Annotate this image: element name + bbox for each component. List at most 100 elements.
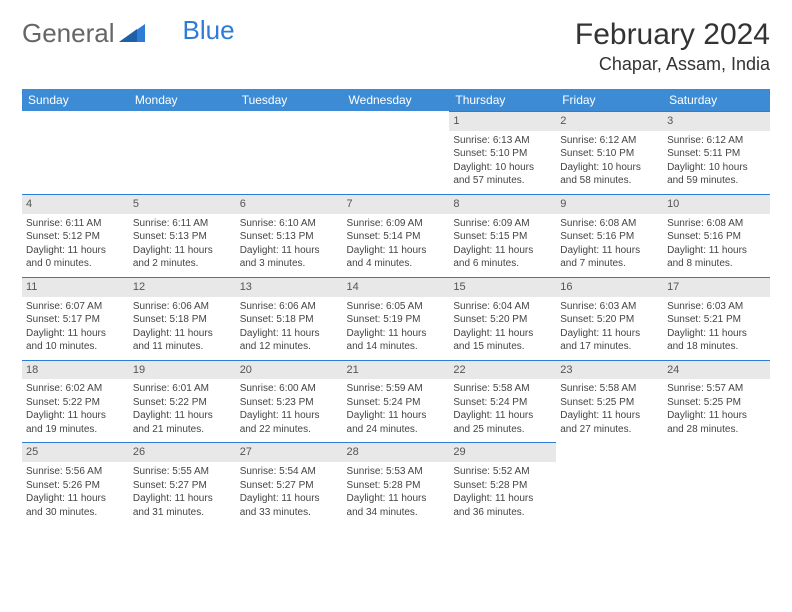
calendar-cell: 20Sunrise: 6:00 AMSunset: 5:23 PMDayligh… bbox=[236, 360, 343, 443]
daylight-text: and 22 minutes. bbox=[240, 423, 339, 437]
sunset-text: Sunset: 5:18 PM bbox=[240, 313, 339, 327]
daylight-text: and 8 minutes. bbox=[667, 257, 766, 271]
daylight-text: Daylight: 11 hours bbox=[26, 492, 125, 506]
calendar-row: 1Sunrise: 6:13 AMSunset: 5:10 PMDaylight… bbox=[22, 111, 770, 194]
daylight-text: Daylight: 11 hours bbox=[133, 492, 232, 506]
calendar-cell: 29Sunrise: 5:52 AMSunset: 5:28 PMDayligh… bbox=[449, 442, 556, 525]
day-number: 25 bbox=[22, 442, 129, 462]
calendar-cell: 6Sunrise: 6:10 AMSunset: 5:13 PMDaylight… bbox=[236, 194, 343, 277]
sunrise-text: Sunrise: 6:12 AM bbox=[667, 134, 766, 148]
month-title: February 2024 bbox=[575, 18, 770, 52]
day-header: Thursday bbox=[449, 89, 556, 111]
sunrise-text: Sunrise: 6:08 AM bbox=[667, 217, 766, 231]
sunset-text: Sunset: 5:19 PM bbox=[347, 313, 446, 327]
calendar-cell bbox=[22, 111, 129, 194]
sunset-text: Sunset: 5:13 PM bbox=[133, 230, 232, 244]
calendar-cell bbox=[343, 111, 450, 194]
calendar-cell: 25Sunrise: 5:56 AMSunset: 5:26 PMDayligh… bbox=[22, 442, 129, 525]
calendar-cell: 16Sunrise: 6:03 AMSunset: 5:20 PMDayligh… bbox=[556, 277, 663, 360]
calendar-cell bbox=[129, 111, 236, 194]
daylight-text: Daylight: 11 hours bbox=[667, 244, 766, 258]
daylight-text: Daylight: 11 hours bbox=[133, 409, 232, 423]
day-number: 1 bbox=[449, 111, 556, 131]
daylight-text: and 11 minutes. bbox=[133, 340, 232, 354]
daylight-text: Daylight: 11 hours bbox=[347, 327, 446, 341]
daylight-text: Daylight: 11 hours bbox=[560, 409, 659, 423]
sunrise-text: Sunrise: 6:07 AM bbox=[26, 300, 125, 314]
calendar-cell: 12Sunrise: 6:06 AMSunset: 5:18 PMDayligh… bbox=[129, 277, 236, 360]
sunrise-text: Sunrise: 6:09 AM bbox=[347, 217, 446, 231]
calendar-cell: 24Sunrise: 5:57 AMSunset: 5:25 PMDayligh… bbox=[663, 360, 770, 443]
daylight-text: and 12 minutes. bbox=[240, 340, 339, 354]
sunset-text: Sunset: 5:27 PM bbox=[133, 479, 232, 493]
daylight-text: Daylight: 11 hours bbox=[26, 244, 125, 258]
calendar-cell bbox=[663, 442, 770, 525]
day-number: 21 bbox=[343, 360, 450, 380]
calendar-cell: 2Sunrise: 6:12 AMSunset: 5:10 PMDaylight… bbox=[556, 111, 663, 194]
sunrise-text: Sunrise: 5:52 AM bbox=[453, 465, 552, 479]
sunset-text: Sunset: 5:22 PM bbox=[26, 396, 125, 410]
calendar-cell: 18Sunrise: 6:02 AMSunset: 5:22 PMDayligh… bbox=[22, 360, 129, 443]
daylight-text: and 36 minutes. bbox=[453, 506, 552, 520]
calendar-row: 25Sunrise: 5:56 AMSunset: 5:26 PMDayligh… bbox=[22, 442, 770, 525]
calendar-cell: 11Sunrise: 6:07 AMSunset: 5:17 PMDayligh… bbox=[22, 277, 129, 360]
daylight-text: Daylight: 10 hours bbox=[453, 161, 552, 175]
day-number: 9 bbox=[556, 194, 663, 214]
daylight-text: and 15 minutes. bbox=[453, 340, 552, 354]
daylight-text: and 28 minutes. bbox=[667, 423, 766, 437]
logo-triangle-icon bbox=[119, 18, 145, 49]
sunset-text: Sunset: 5:25 PM bbox=[667, 396, 766, 410]
day-header: Monday bbox=[129, 89, 236, 111]
day-number: 26 bbox=[129, 442, 236, 462]
logo-text-blue: Blue bbox=[183, 15, 235, 46]
sunset-text: Sunset: 5:24 PM bbox=[347, 396, 446, 410]
calendar-cell: 19Sunrise: 6:01 AMSunset: 5:22 PMDayligh… bbox=[129, 360, 236, 443]
sunrise-text: Sunrise: 6:02 AM bbox=[26, 382, 125, 396]
daylight-text: Daylight: 11 hours bbox=[560, 327, 659, 341]
daylight-text: Daylight: 11 hours bbox=[347, 492, 446, 506]
sunrise-text: Sunrise: 5:58 AM bbox=[560, 382, 659, 396]
daylight-text: and 0 minutes. bbox=[26, 257, 125, 271]
calendar-cell: 13Sunrise: 6:06 AMSunset: 5:18 PMDayligh… bbox=[236, 277, 343, 360]
daylight-text: and 19 minutes. bbox=[26, 423, 125, 437]
sunrise-text: Sunrise: 5:55 AM bbox=[133, 465, 232, 479]
sunset-text: Sunset: 5:27 PM bbox=[240, 479, 339, 493]
sunrise-text: Sunrise: 6:05 AM bbox=[347, 300, 446, 314]
sunrise-text: Sunrise: 6:04 AM bbox=[453, 300, 552, 314]
daylight-text: and 2 minutes. bbox=[133, 257, 232, 271]
sunset-text: Sunset: 5:16 PM bbox=[560, 230, 659, 244]
calendar-cell: 23Sunrise: 5:58 AMSunset: 5:25 PMDayligh… bbox=[556, 360, 663, 443]
day-number: 11 bbox=[22, 277, 129, 297]
sunrise-text: Sunrise: 6:01 AM bbox=[133, 382, 232, 396]
location: Chapar, Assam, India bbox=[575, 54, 770, 75]
daylight-text: Daylight: 10 hours bbox=[667, 161, 766, 175]
daylight-text: Daylight: 11 hours bbox=[26, 327, 125, 341]
day-number: 19 bbox=[129, 360, 236, 380]
daylight-text: Daylight: 11 hours bbox=[560, 244, 659, 258]
sunrise-text: Sunrise: 6:11 AM bbox=[133, 217, 232, 231]
sunset-text: Sunset: 5:15 PM bbox=[453, 230, 552, 244]
day-header: Sunday bbox=[22, 89, 129, 111]
calendar-cell: 27Sunrise: 5:54 AMSunset: 5:27 PMDayligh… bbox=[236, 442, 343, 525]
day-number: 10 bbox=[663, 194, 770, 214]
logo: General Blue bbox=[22, 18, 235, 49]
daylight-text: Daylight: 11 hours bbox=[453, 244, 552, 258]
calendar-row: 18Sunrise: 6:02 AMSunset: 5:22 PMDayligh… bbox=[22, 360, 770, 443]
daylight-text: and 7 minutes. bbox=[560, 257, 659, 271]
sunrise-text: Sunrise: 6:13 AM bbox=[453, 134, 552, 148]
daylight-text: Daylight: 11 hours bbox=[240, 244, 339, 258]
calendar-cell: 5Sunrise: 6:11 AMSunset: 5:13 PMDaylight… bbox=[129, 194, 236, 277]
daylight-text: Daylight: 11 hours bbox=[667, 327, 766, 341]
sunrise-text: Sunrise: 6:11 AM bbox=[26, 217, 125, 231]
daylight-text: and 4 minutes. bbox=[347, 257, 446, 271]
calendar-cell: 17Sunrise: 6:03 AMSunset: 5:21 PMDayligh… bbox=[663, 277, 770, 360]
sunrise-text: Sunrise: 5:59 AM bbox=[347, 382, 446, 396]
day-number: 17 bbox=[663, 277, 770, 297]
sunrise-text: Sunrise: 6:03 AM bbox=[667, 300, 766, 314]
day-header: Friday bbox=[556, 89, 663, 111]
day-number: 20 bbox=[236, 360, 343, 380]
sunrise-text: Sunrise: 5:54 AM bbox=[240, 465, 339, 479]
calendar-cell bbox=[556, 442, 663, 525]
daylight-text: Daylight: 11 hours bbox=[453, 327, 552, 341]
day-number: 27 bbox=[236, 442, 343, 462]
